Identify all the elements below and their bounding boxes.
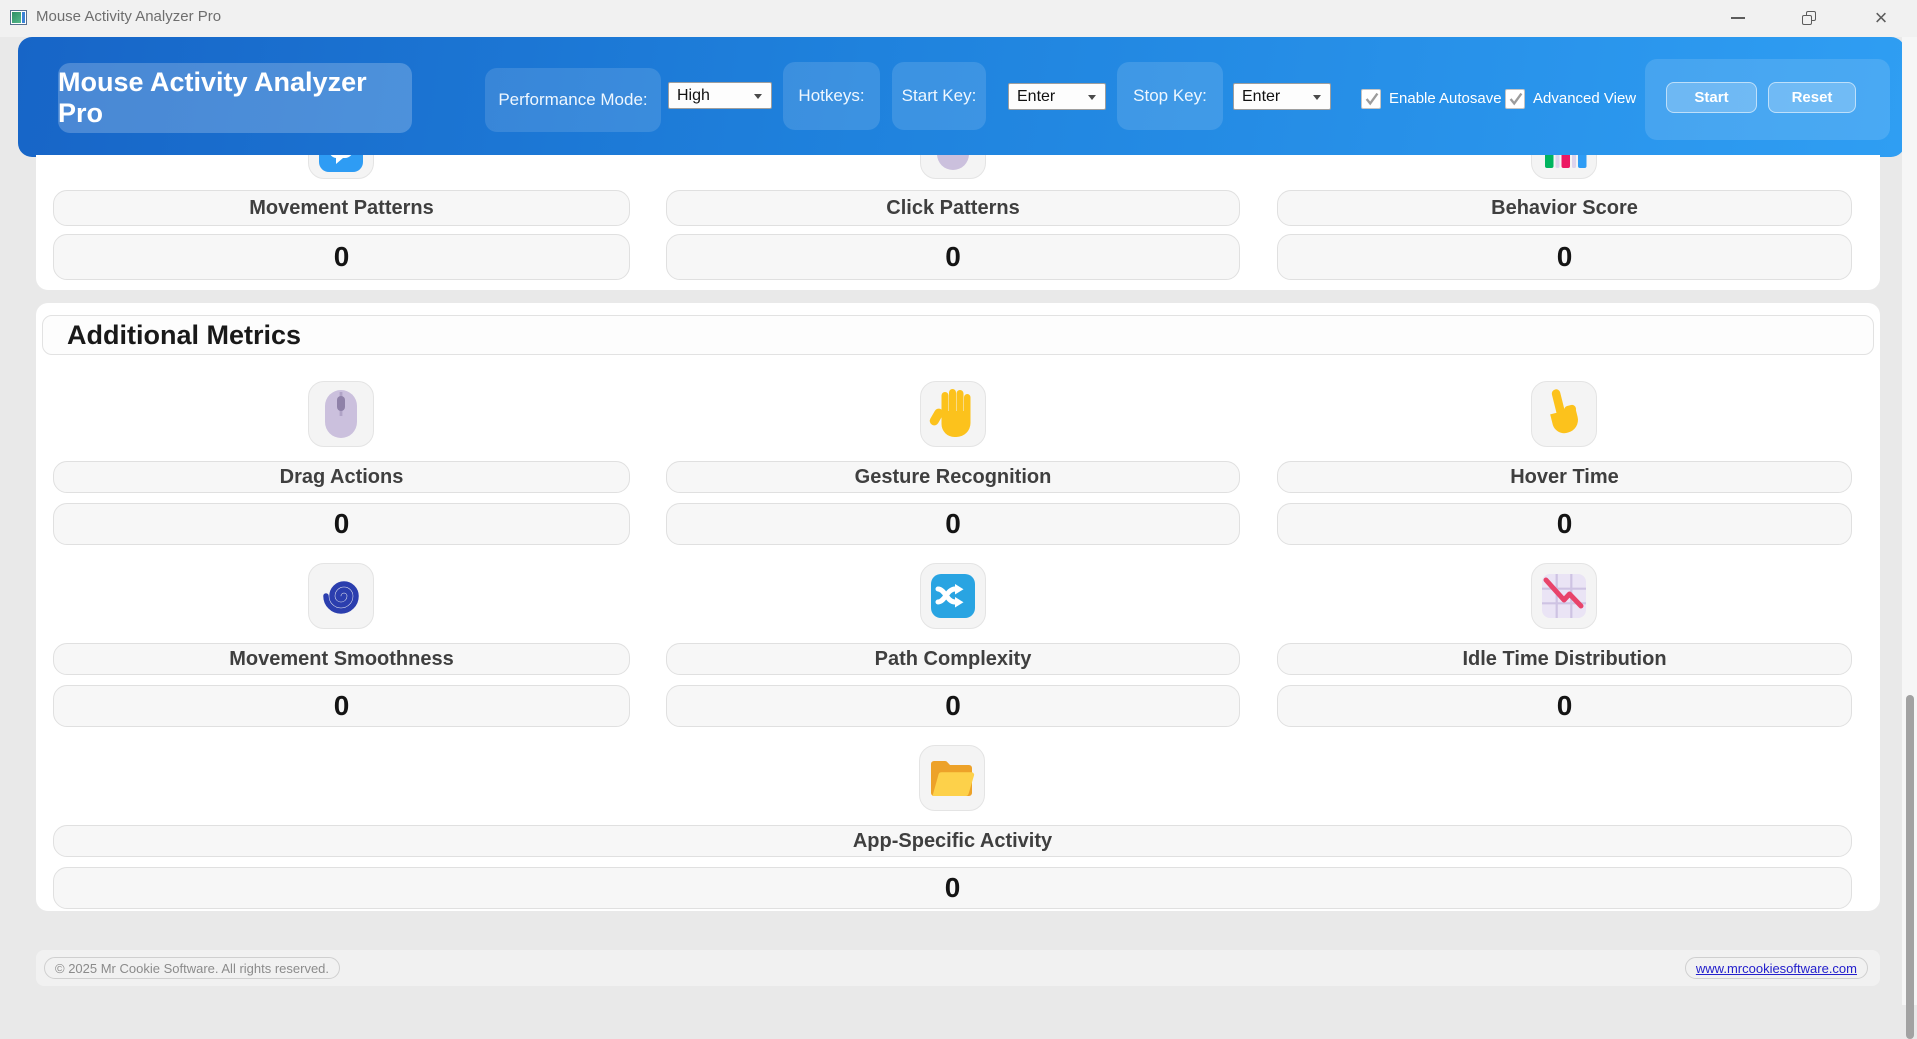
metric-value: 0	[53, 867, 1852, 909]
chevron-down-icon	[754, 94, 762, 99]
advanced-view-label: Advanced View	[1533, 90, 1637, 107]
section-heading-box: Additional Metrics	[42, 315, 1874, 355]
window-title-bar: Mouse Activity Analyzer Pro ×	[0, 0, 1917, 37]
maximize-button[interactable]	[1786, 0, 1832, 35]
metric-label: Path Complexity	[666, 643, 1240, 675]
open-folder-icon	[919, 745, 985, 811]
metric-value: 0	[53, 234, 630, 280]
start-button[interactable]: Start	[1666, 82, 1757, 113]
metric-label: Movement Smoothness	[53, 643, 630, 675]
metric-value: 0	[53, 503, 630, 545]
performance-mode-label-box: Performance Mode:	[485, 68, 661, 132]
start-key-label: Start Key:	[901, 86, 977, 105]
additional-metrics-panel: Additional Metrics Drag Actions 0 Gestur…	[36, 303, 1880, 911]
blue-tile-icon	[308, 155, 374, 179]
raised-hand-icon	[920, 381, 986, 447]
metric-label: Hover Time	[1277, 461, 1852, 493]
performance-mode-select[interactable]: High	[668, 82, 772, 109]
stop-key-select[interactable]: Enter	[1233, 83, 1331, 110]
close-icon: ×	[1874, 4, 1888, 30]
primary-metrics-panel: Movement Patterns 0 Click Patterns 0 Beh…	[36, 155, 1880, 290]
shuffle-icon	[920, 563, 986, 629]
stop-key-label-box: Stop Key:	[1117, 62, 1223, 130]
app-title: Mouse Activity Analyzer Pro	[58, 67, 367, 128]
scrollbar-thumb[interactable]	[1905, 695, 1914, 1039]
copyright-text: © 2025 Mr Cookie Software. All rights re…	[44, 957, 341, 979]
metric-label: Gesture Recognition	[666, 461, 1240, 493]
autosave-checkbox[interactable]	[1361, 89, 1381, 109]
chevron-down-icon	[1313, 95, 1321, 100]
restore-icon	[1802, 10, 1816, 25]
performance-mode-label: Performance Mode:	[498, 90, 648, 109]
close-button[interactable]: ×	[1858, 0, 1904, 35]
chevron-down-icon	[1088, 95, 1096, 100]
metric-label: Drag Actions	[53, 461, 630, 493]
stop-key-value: Enter	[1242, 87, 1281, 105]
autosave-label: Enable Autosave	[1389, 90, 1502, 107]
spiral-icon	[308, 563, 374, 629]
section-heading: Additional Metrics	[67, 319, 302, 350]
minimize-icon	[1731, 16, 1745, 19]
checkmark-icon	[1509, 92, 1523, 106]
start-key-label-box: Start Key:	[892, 62, 986, 130]
pointing-up-icon	[1531, 381, 1597, 447]
start-key-select[interactable]: Enter	[1008, 83, 1106, 110]
bar-chart-icon	[1531, 155, 1597, 179]
metric-label: App-Specific Activity	[53, 825, 1852, 857]
website-link[interactable]: www.mrcookiesoftware.com	[1684, 957, 1868, 979]
metric-value: 0	[1277, 503, 1852, 545]
metric-value: 0	[53, 685, 630, 727]
app-window-icon	[10, 10, 27, 25]
metric-label: Click Patterns	[666, 190, 1240, 226]
chart-decreasing-icon	[1531, 563, 1597, 629]
advanced-view-checkbox[interactable]	[1505, 89, 1525, 109]
minimize-button[interactable]	[1715, 0, 1761, 35]
computer-mouse-icon	[308, 381, 374, 447]
app-header: Mouse Activity Analyzer Pro Performance …	[18, 37, 1905, 157]
header-button-group: Start Reset	[1645, 59, 1890, 140]
metric-value: 0	[1277, 234, 1852, 280]
reset-button[interactable]: Reset	[1768, 82, 1856, 113]
footer-bar: © 2025 Mr Cookie Software. All rights re…	[36, 950, 1880, 986]
metric-value: 0	[666, 685, 1240, 727]
metric-value: 0	[1277, 685, 1852, 727]
performance-mode-value: High	[677, 86, 710, 104]
metric-label: Behavior Score	[1277, 190, 1852, 226]
checkmark-icon	[1365, 92, 1379, 106]
hotkeys-label-box: Hotkeys:	[783, 62, 880, 130]
vertical-scrollbar[interactable]	[1902, 37, 1917, 1039]
stop-key-label: Stop Key:	[1133, 86, 1207, 105]
start-key-value: Enter	[1017, 87, 1056, 105]
computer-mouse-icon	[920, 155, 986, 179]
metric-label: Movement Patterns	[53, 190, 630, 226]
metric-label: Idle Time Distribution	[1277, 643, 1852, 675]
hotkeys-label: Hotkeys:	[798, 86, 865, 105]
metric-value: 0	[666, 503, 1240, 545]
window-title: Mouse Activity Analyzer Pro	[36, 8, 222, 25]
app-title-badge: Mouse Activity Analyzer Pro	[58, 63, 412, 133]
metric-value: 0	[666, 234, 1240, 280]
